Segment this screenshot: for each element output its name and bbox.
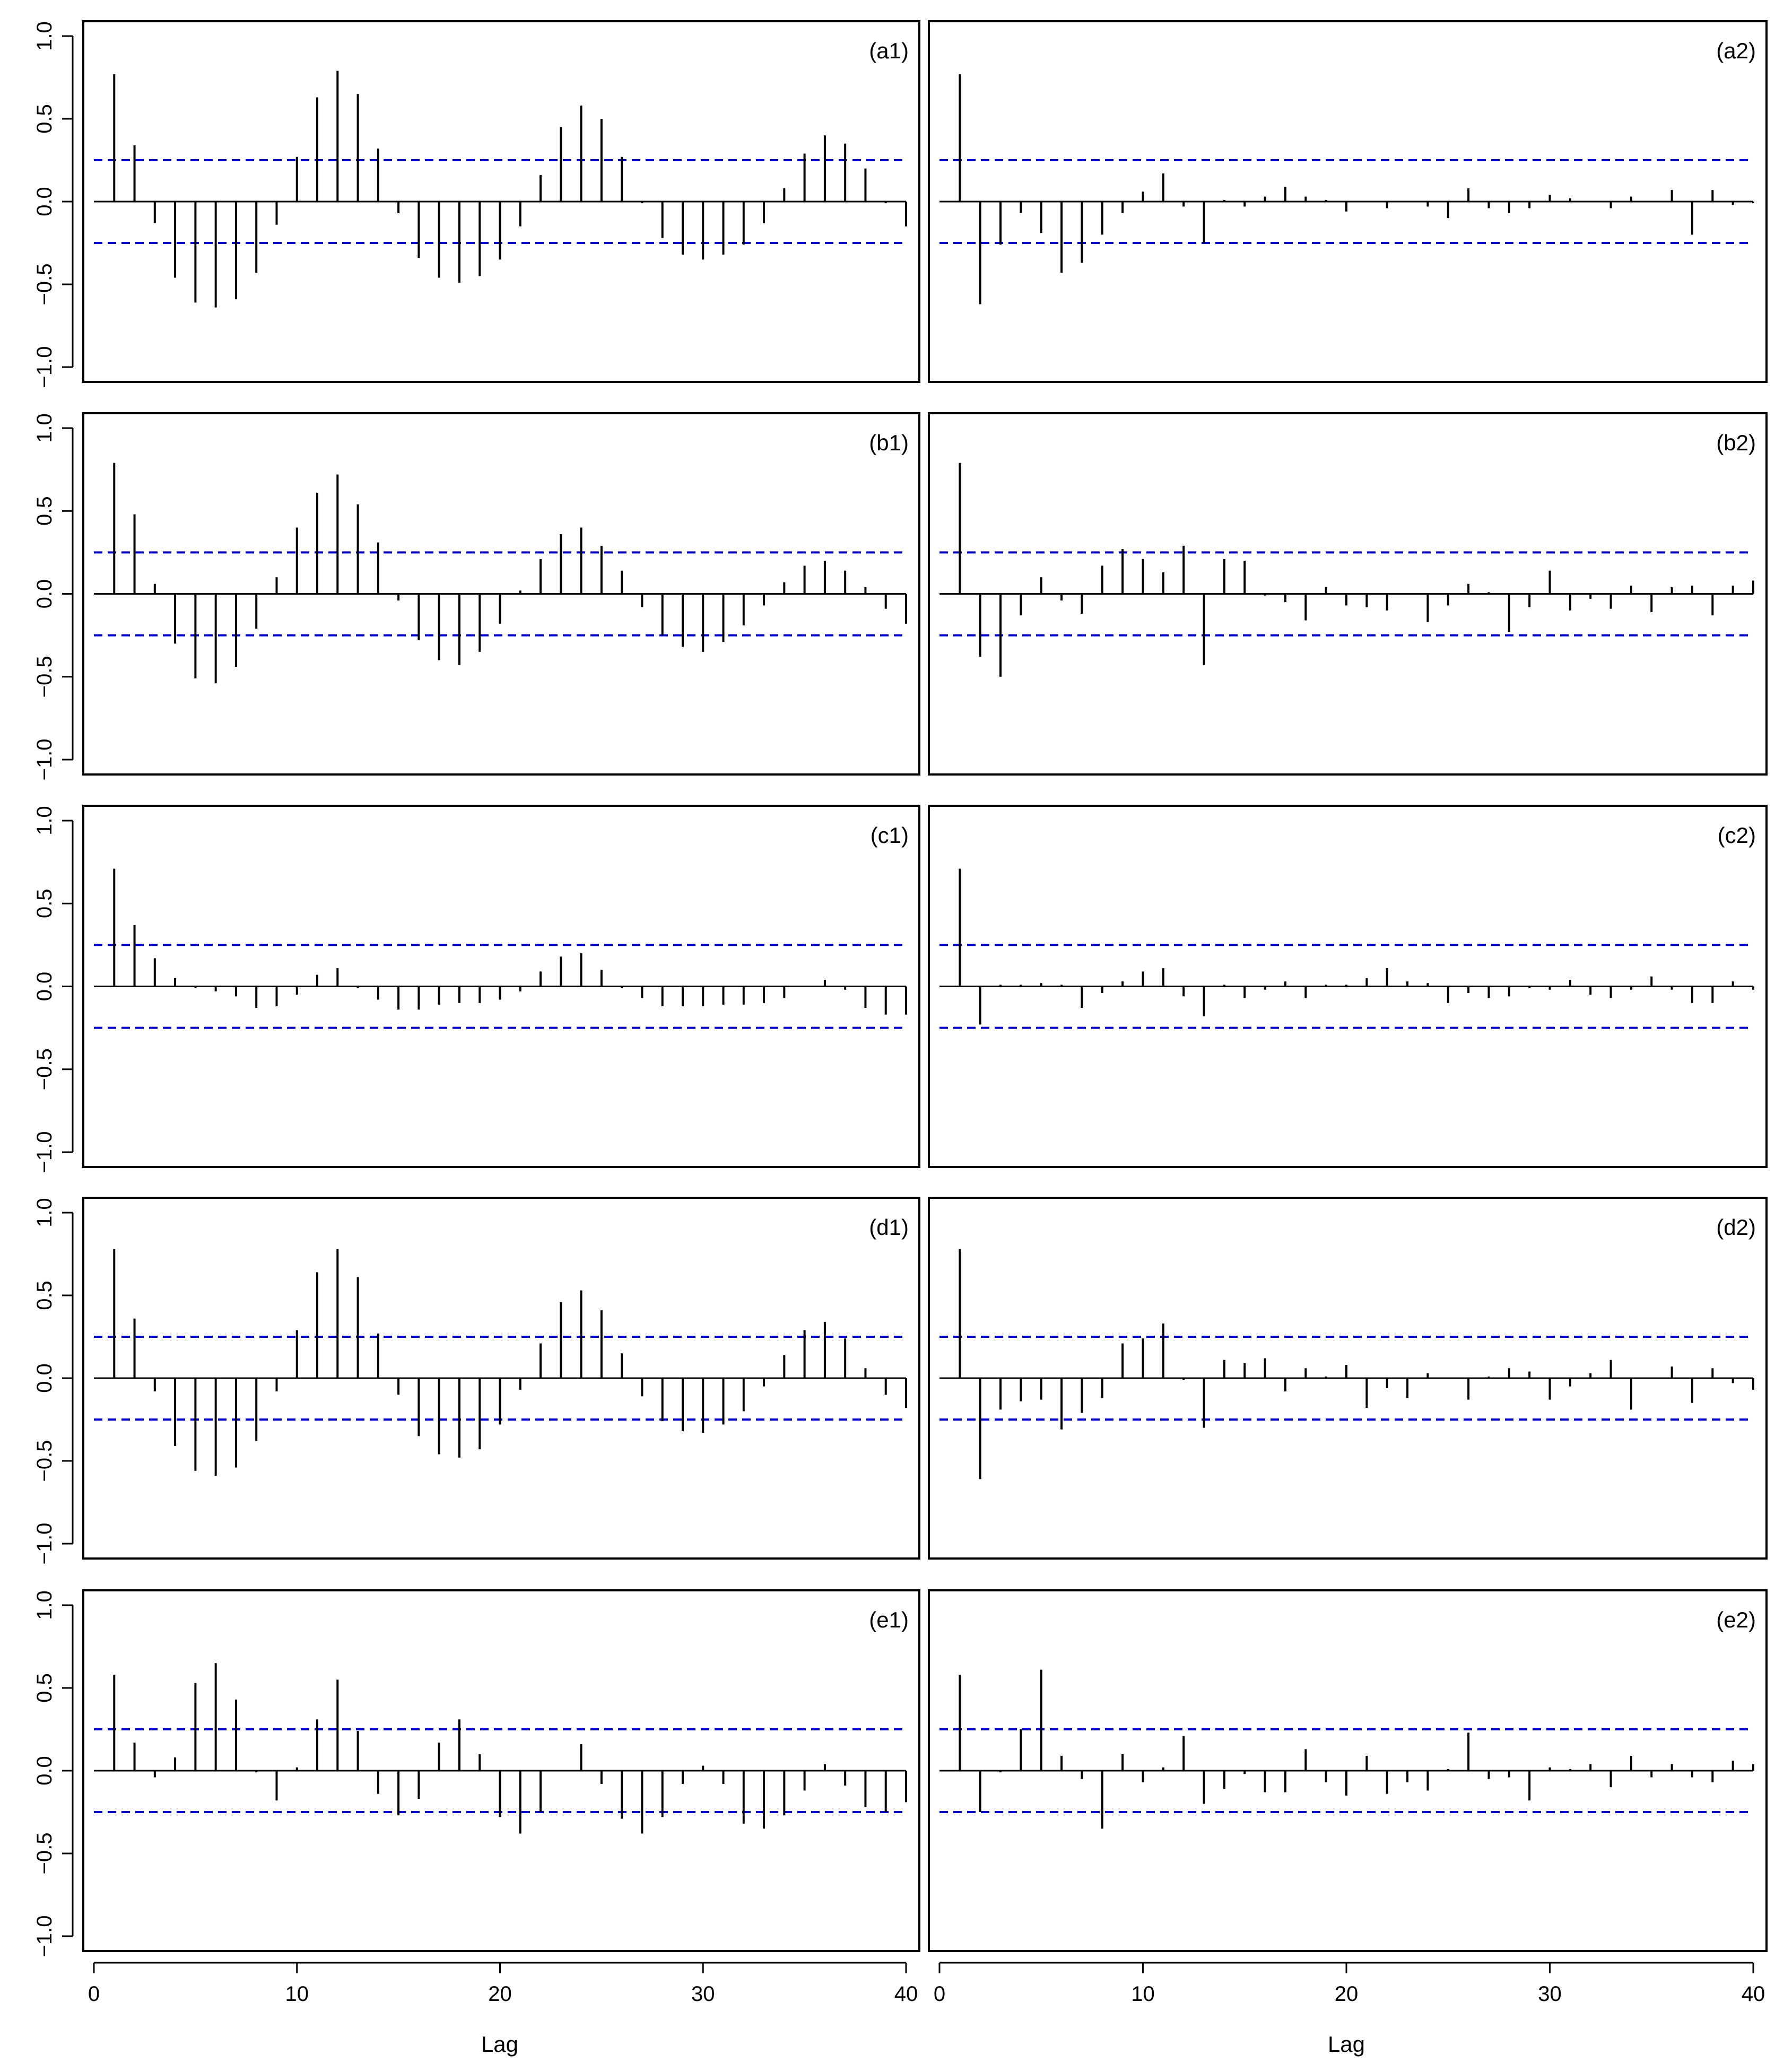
- panel-frame: [928, 20, 1768, 383]
- y-tick-label: 1.0: [33, 21, 56, 51]
- panel-a2: (a2): [928, 20, 1768, 383]
- panel-c2: (c2): [928, 805, 1768, 1168]
- y-tick-label: −0.5: [33, 1440, 56, 1482]
- y-tick-label: 0.0: [33, 187, 56, 216]
- y-tick-label: 1.0: [33, 1590, 56, 1620]
- panel-frame: [928, 412, 1768, 776]
- panel-c1: (c1) −1.0 −0.5 0.0 0.5 1.0: [33, 805, 920, 1173]
- panel-frame: [928, 805, 1768, 1168]
- y-tick-label: 0.5: [33, 1673, 56, 1703]
- panel-b2: (b2): [928, 412, 1768, 776]
- x-tick-label: 20: [1335, 1982, 1359, 2006]
- panel-d2: (d2): [928, 1197, 1768, 1560]
- y-tick-label: 1.0: [33, 806, 56, 835]
- y-axis: −1.0 −0.5 0.0 0.5 1.0: [33, 806, 74, 1173]
- panel-frame: [928, 1197, 1768, 1560]
- x-tick-label: 40: [1742, 1982, 1765, 2006]
- panel-e1: (e1) −1.0 −0.5 0.0 0.5 1.0: [33, 1589, 920, 1957]
- panel-label: (c2): [1718, 823, 1756, 848]
- y-tick-label: 0.0: [33, 579, 56, 609]
- y-tick-label: 0.5: [33, 496, 56, 526]
- x-tick-label: 40: [894, 1982, 918, 2006]
- x-tick-label: 30: [1538, 1982, 1562, 2006]
- x-axis-left: 0 10 20 30 40: [88, 1962, 918, 2006]
- y-tick-label: 1.0: [33, 413, 56, 443]
- y-tick-label: 0.5: [33, 889, 56, 918]
- y-axis: −1.0 −0.5 0.0 0.5 1.0: [33, 1590, 74, 1957]
- panel-label: (e1): [869, 1607, 909, 1632]
- panel-frame: [82, 1197, 920, 1560]
- x-axis-title-left: Lag: [481, 2032, 518, 2057]
- y-tick-label: 1.0: [33, 1198, 56, 1227]
- panel-grid: (a1) −1.0 −0.5 0.0 0.5 1.0 (a2) (b1) −1.0 −0.5 0.0…: [33, 20, 1768, 1957]
- y-tick-label: −0.5: [33, 264, 56, 306]
- panel-b1: (b1) −1.0 −0.5 0.0 0.5 1.0: [33, 412, 920, 781]
- y-axis: −1.0 −0.5 0.0 0.5 1.0: [33, 21, 74, 388]
- panel-frame: [82, 1589, 920, 1952]
- panel-d1: (d1) −1.0 −0.5 0.0 0.5 1.0: [33, 1197, 920, 1565]
- panel-label: (a2): [1716, 38, 1756, 63]
- x-tick-label: 10: [1131, 1982, 1155, 2006]
- x-tick-label: 0: [88, 1982, 100, 2006]
- x-axis-title-right: Lag: [1328, 2032, 1365, 2057]
- y-tick-label: −0.5: [33, 1048, 56, 1090]
- panel-label: (d1): [869, 1215, 909, 1240]
- panel-label: (a1): [869, 38, 909, 63]
- y-tick-label: −1.0: [33, 1523, 56, 1565]
- y-tick-label: −1.0: [33, 346, 56, 388]
- y-tick-label: 0.0: [33, 972, 56, 1002]
- panel-a1: (a1) −1.0 −0.5 0.0 0.5 1.0: [33, 20, 920, 388]
- y-tick-label: −0.5: [33, 1833, 56, 1875]
- y-axis: −1.0 −0.5 0.0 0.5 1.0: [33, 413, 74, 781]
- y-tick-label: −1.0: [33, 1131, 56, 1173]
- y-axis: −1.0 −0.5 0.0 0.5 1.0: [33, 1198, 74, 1565]
- panel-frame: [82, 805, 920, 1168]
- panel-frame: [82, 412, 920, 776]
- y-tick-label: −1.0: [33, 739, 56, 781]
- panel-label: (b1): [869, 430, 909, 455]
- panel-label: (c1): [871, 823, 909, 848]
- y-tick-label: −1.0: [33, 1916, 56, 1957]
- x-tick-label: 20: [488, 1982, 512, 2006]
- x-tick-label: 0: [934, 1982, 945, 2006]
- panel-frame: [928, 1589, 1768, 1952]
- panel-label: (d2): [1716, 1215, 1756, 1240]
- y-tick-label: 0.5: [33, 1281, 56, 1310]
- y-tick-label: 0.0: [33, 1756, 56, 1786]
- x-axis-right: 0 10 20 30 40: [934, 1962, 1765, 2006]
- x-tick-label: 30: [691, 1982, 715, 2006]
- panel-frame: [82, 20, 920, 383]
- y-tick-label: 0.0: [33, 1363, 56, 1393]
- panel-label: (e2): [1716, 1607, 1756, 1632]
- y-tick-label: −0.5: [33, 656, 56, 698]
- x-tick-label: 10: [285, 1982, 309, 2006]
- panel-label: (b2): [1716, 430, 1756, 455]
- y-tick-label: 0.5: [33, 104, 56, 134]
- panel-e2: (e2): [928, 1589, 1768, 1952]
- x-axes: 0 10 20 30 40 0 10 20 30 40: [88, 1962, 1765, 2006]
